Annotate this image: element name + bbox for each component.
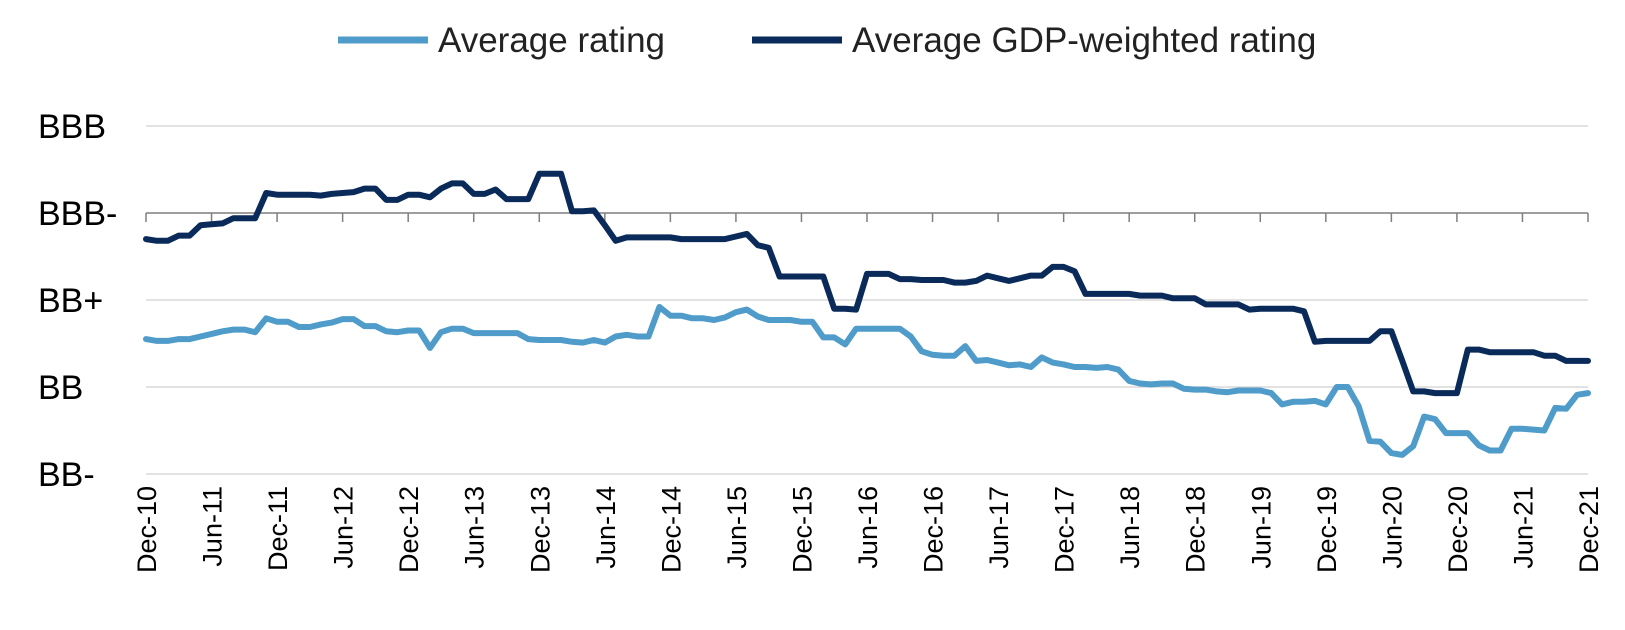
x-tick-label: Jun-11	[198, 486, 228, 567]
x-tick-label: Jun-15	[722, 486, 752, 569]
x-tick-label: Dec-21	[1574, 486, 1604, 573]
x-tick-label: Jun-13	[460, 486, 490, 569]
x-tick-label: Dec-15	[787, 486, 817, 573]
x-tick-label: Dec-12	[394, 486, 424, 573]
y-tick-label: BBB-	[38, 195, 117, 233]
x-tick-label: Dec-17	[1050, 486, 1080, 573]
legend: Average rating Average GDP-weighted rati…	[338, 21, 1316, 60]
y-axis-tick-labels: BB- BB BB+ BBB- BBB	[38, 108, 117, 494]
x-tick-label: Jun-14	[591, 486, 621, 569]
legend-label-gdp-weighted-rating: Average GDP-weighted rating	[852, 21, 1316, 60]
x-axis: Dec-10 Jun-11 Dec-11 Jun-12 Dec-12 Jun-13 Dec-…	[132, 212, 1604, 573]
gridlines	[146, 125, 1588, 475]
x-tick-label: Dec-18	[1181, 486, 1211, 573]
x-tick-label: Jun-12	[329, 486, 359, 569]
x-tick-label: Jun-17	[984, 486, 1014, 569]
x-tick-label: Dec-14	[656, 486, 686, 573]
x-tick-label: Jun-16	[853, 486, 883, 569]
x-tick-label: Jun-19	[1246, 486, 1276, 569]
x-tick-label: Dec-16	[919, 486, 949, 573]
x-tick-label: Dec-13	[525, 486, 555, 573]
y-tick-label: BB-	[38, 456, 95, 494]
x-tick-label: Dec-20	[1443, 486, 1473, 573]
x-tick-label: Jun-18	[1115, 486, 1145, 569]
series-line-gdp-weighted-rating	[143, 170, 1591, 397]
y-tick-label: BBB	[38, 108, 106, 146]
y-tick-label: BB+	[38, 282, 103, 320]
x-tick-label: Jun-21	[1508, 486, 1538, 569]
x-tick-label: Dec-19	[1312, 486, 1342, 573]
y-tick-label: BB	[38, 369, 83, 407]
x-tick-label: Dec-11	[263, 486, 293, 571]
x-tick-label: Dec-10	[132, 486, 162, 573]
series-line-average-rating	[143, 304, 1591, 458]
legend-label-average-rating: Average rating	[438, 21, 665, 60]
series-lines	[143, 170, 1591, 458]
x-tick-label: Jun-20	[1377, 486, 1407, 569]
